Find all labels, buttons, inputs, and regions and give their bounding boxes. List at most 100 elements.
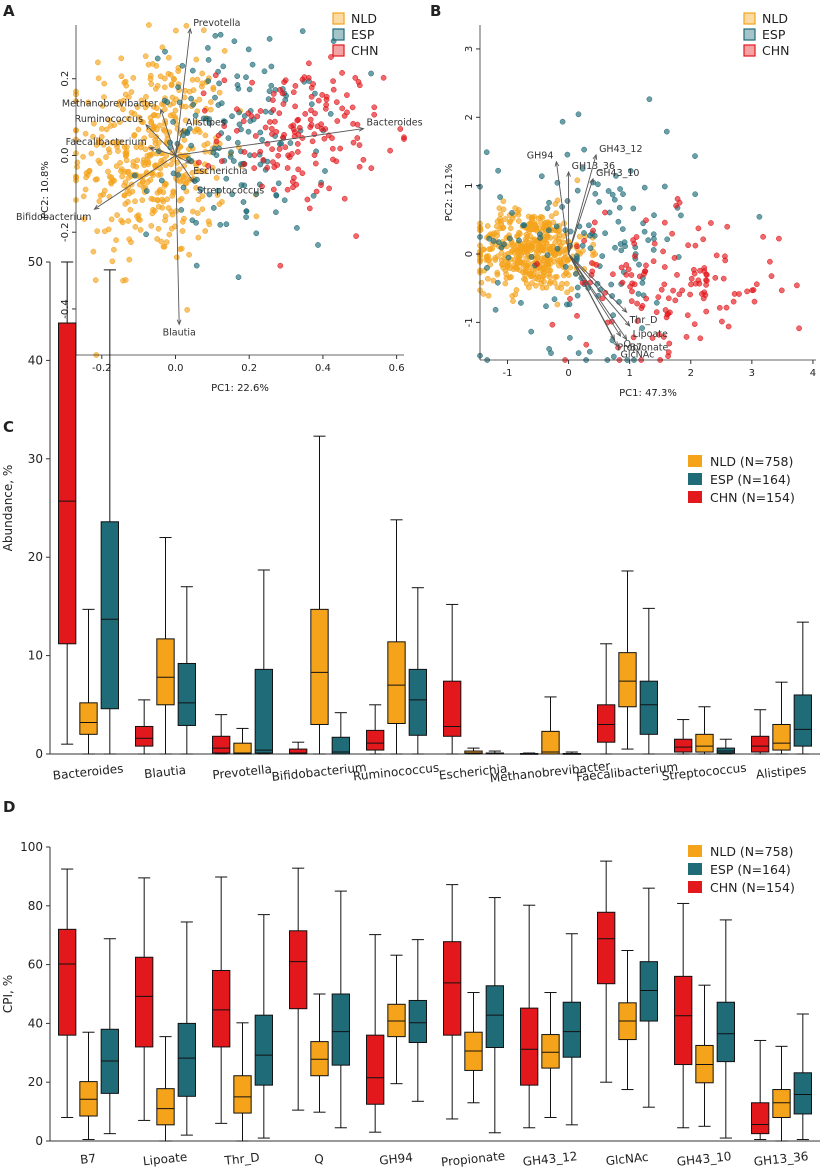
point-esp bbox=[559, 118, 566, 125]
point-chn bbox=[643, 262, 649, 269]
loading-label: GH43_10 bbox=[596, 168, 639, 179]
point-esp bbox=[639, 280, 646, 286]
point-chn bbox=[549, 321, 556, 328]
point-chn bbox=[708, 220, 714, 226]
point-esp bbox=[591, 232, 598, 239]
point-esp bbox=[663, 128, 670, 135]
point-esp bbox=[617, 186, 623, 192]
point-chn bbox=[796, 325, 802, 332]
point-esp bbox=[266, 88, 273, 95]
point-nld bbox=[556, 262, 562, 269]
point-chn bbox=[292, 83, 299, 89]
box-nld-lipoate bbox=[156, 1036, 175, 1142]
loading-label: GH94 bbox=[527, 151, 554, 162]
point-esp bbox=[518, 300, 524, 306]
point-nld bbox=[122, 179, 129, 186]
point-esp bbox=[176, 99, 183, 106]
point-nld bbox=[547, 234, 554, 241]
point-nld bbox=[519, 242, 525, 249]
point-nld bbox=[172, 223, 178, 230]
point-nld bbox=[492, 257, 499, 263]
point-chn bbox=[638, 305, 645, 311]
point-chn bbox=[650, 258, 657, 265]
point-nld bbox=[150, 206, 156, 213]
point-nld bbox=[171, 76, 177, 83]
point-chn bbox=[241, 161, 248, 168]
point-nld bbox=[190, 87, 197, 93]
point-esp bbox=[253, 191, 260, 197]
y-tick-label: 3 bbox=[464, 46, 475, 52]
point-chn bbox=[321, 135, 328, 142]
legend-swatch-chn bbox=[688, 881, 702, 893]
point-nld bbox=[196, 96, 203, 103]
point-chn bbox=[567, 296, 573, 302]
legend-label-esp: ESP bbox=[762, 27, 786, 42]
point-nld bbox=[139, 197, 146, 203]
point-esp bbox=[243, 214, 249, 220]
point-nld bbox=[194, 76, 201, 83]
point-esp bbox=[612, 244, 618, 251]
point-esp bbox=[613, 173, 619, 179]
loading-arrow bbox=[175, 128, 184, 156]
point-chn bbox=[215, 132, 222, 139]
point-chn bbox=[653, 309, 660, 315]
point-esp bbox=[498, 244, 505, 251]
point-nld bbox=[147, 76, 154, 82]
box-chn-bifidobacterium bbox=[289, 741, 308, 755]
point-nld bbox=[189, 76, 196, 83]
point-chn bbox=[308, 93, 315, 100]
point-chn bbox=[323, 96, 330, 103]
point-chn bbox=[665, 349, 672, 356]
point-esp bbox=[259, 136, 265, 143]
legend-swatch-nld bbox=[688, 845, 702, 857]
point-nld bbox=[137, 227, 144, 233]
point-nld bbox=[109, 258, 116, 265]
panel-label-c: C bbox=[3, 418, 14, 436]
point-chn bbox=[371, 111, 378, 118]
point-esp bbox=[692, 191, 699, 198]
point-nld bbox=[484, 223, 491, 229]
point-nld bbox=[86, 167, 93, 174]
loading-label: Q bbox=[624, 339, 631, 350]
point-nld bbox=[553, 210, 559, 217]
point-chn bbox=[196, 159, 202, 166]
legend-swatch-chn bbox=[688, 491, 702, 503]
point-esp bbox=[548, 350, 554, 356]
point-chn bbox=[630, 334, 637, 341]
point-esp bbox=[229, 113, 235, 120]
box-nld-bifidobacterium bbox=[310, 435, 329, 755]
point-esp bbox=[206, 191, 213, 198]
point-nld bbox=[186, 251, 192, 258]
box-nld-b7 bbox=[79, 1031, 98, 1141]
point-chn bbox=[697, 335, 704, 342]
point-esp bbox=[327, 111, 334, 117]
point-chn bbox=[294, 141, 301, 147]
y-tick-label: 0.0 bbox=[60, 148, 71, 164]
point-nld bbox=[128, 89, 135, 95]
point-nld bbox=[555, 257, 561, 264]
point-chn bbox=[291, 174, 297, 181]
box-body bbox=[387, 641, 406, 724]
point-chn bbox=[703, 277, 710, 284]
point-chn bbox=[254, 113, 261, 120]
loading-arrow bbox=[568, 253, 631, 327]
point-esp bbox=[509, 210, 515, 216]
category-label: B7 bbox=[79, 1151, 96, 1167]
point-nld bbox=[534, 254, 540, 261]
point-nld bbox=[148, 132, 155, 139]
point-chn bbox=[725, 323, 732, 330]
point-chn bbox=[760, 233, 766, 240]
point-nld bbox=[514, 266, 520, 272]
point-esp bbox=[627, 168, 634, 174]
point-chn bbox=[341, 195, 348, 202]
loading-arrowhead bbox=[187, 27, 193, 34]
point-nld bbox=[485, 292, 492, 299]
box-chn-blautia bbox=[135, 699, 154, 755]
point-nld bbox=[512, 205, 519, 211]
loading-arrow bbox=[568, 178, 594, 255]
box-body bbox=[639, 680, 658, 735]
point-chn bbox=[688, 275, 695, 282]
point-esp bbox=[308, 101, 315, 107]
point-chn bbox=[241, 149, 248, 155]
point-chn bbox=[674, 272, 680, 278]
